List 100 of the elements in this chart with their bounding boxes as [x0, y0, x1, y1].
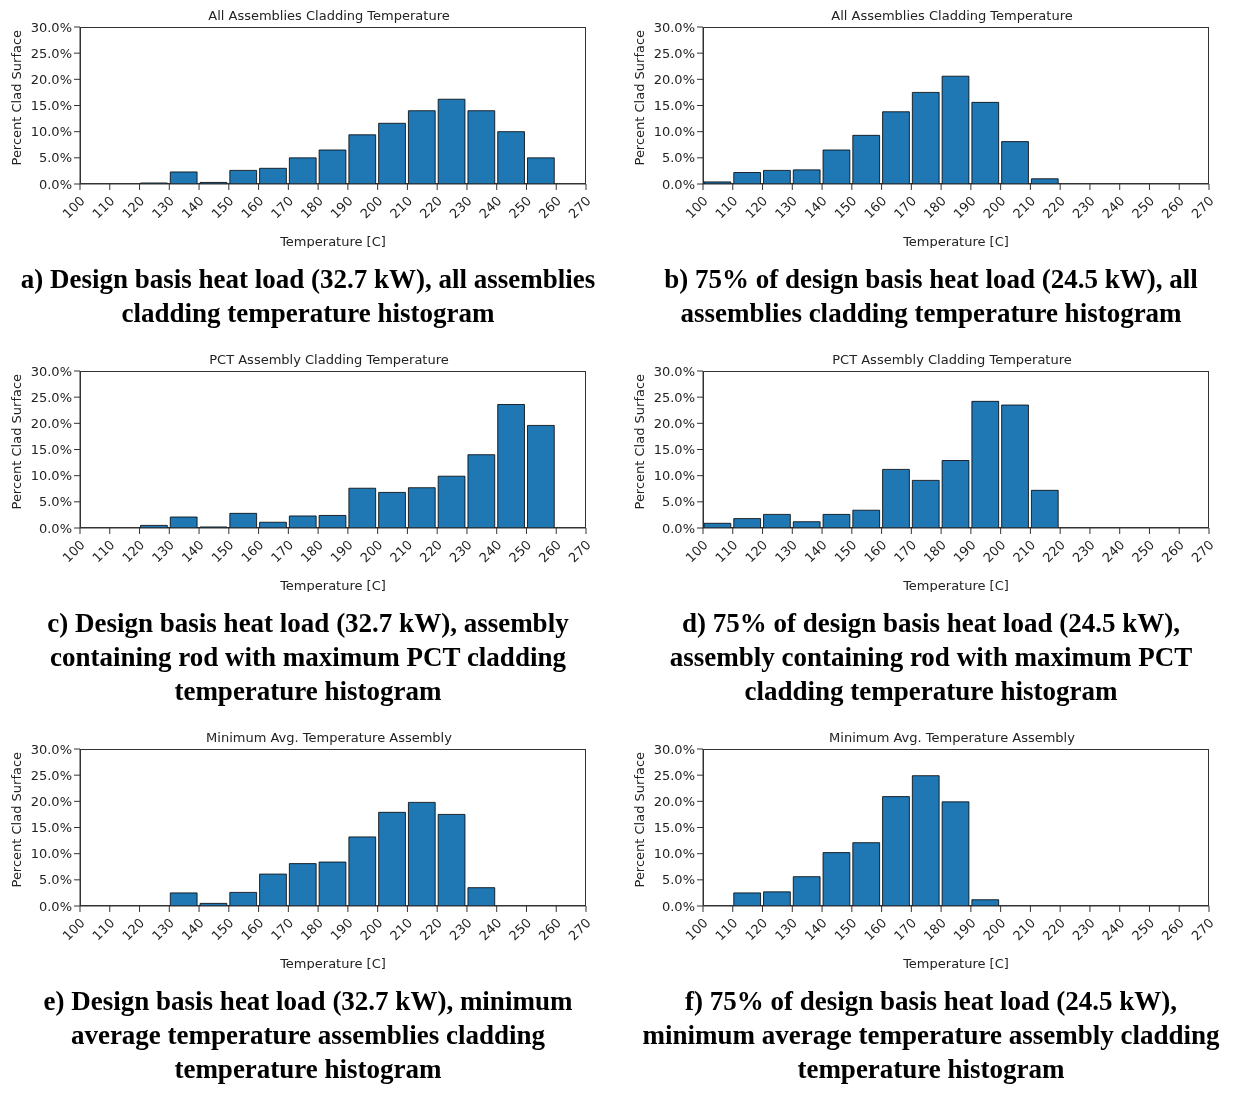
y-tick-label: 0.0%	[661, 176, 695, 192]
x-tick-label: 270	[1188, 193, 1217, 222]
chart-title: All Assemblies Cladding Temperature	[207, 8, 451, 23]
x-tick-label: 110	[89, 537, 118, 566]
x-tick-label: 250	[1129, 915, 1158, 944]
x-tick-label: 240	[476, 537, 505, 566]
x-tick-label: 110	[89, 193, 118, 222]
y-tick-label: 5.0%	[661, 494, 695, 510]
chart-title: Minimum Avg. Temperature Assembly	[828, 730, 1076, 745]
x-tick-label: 250	[506, 537, 535, 566]
x-tick-label: 150	[208, 537, 237, 566]
x-tick-label: 200	[980, 915, 1009, 944]
x-tick-label: 190	[327, 193, 356, 222]
x-tick-label: 210	[387, 193, 416, 222]
text: d) 75% of design basis heat load (24.5 kW), assembly containing rod with maximum PCT cladding temperature histogram	[668, 607, 1194, 708]
y-tick-label: 10.0%	[653, 124, 695, 140]
x-tick-label: 220	[416, 537, 445, 566]
y-tick-label: 20.0%	[30, 793, 72, 809]
x-tick-label: 210	[1010, 915, 1039, 944]
x-tick-label: 140	[178, 193, 207, 222]
x-tick-label: 270	[1188, 915, 1217, 944]
x-tick-label: 250	[506, 915, 535, 944]
x-tick-label: 230	[1069, 193, 1098, 222]
x-tick-label: 180	[297, 193, 326, 222]
x-tick-label: 120	[119, 193, 148, 222]
text: b) 75% of design basis heat load (24.5 kW), all assemblies cladding temperature histogram	[663, 263, 1199, 330]
x-tick-label: 140	[178, 915, 207, 944]
y-axis-title: Percent Clad Surface	[631, 751, 647, 888]
x-tick-label: 140	[801, 915, 830, 944]
x-tick-label: 260	[1158, 915, 1188, 944]
x-tick-label: 250	[1129, 193, 1158, 222]
x-tick-label: 210	[387, 537, 416, 566]
text: e) Design basis heat load (32.7 kW), minimum average temperature assemblies cladding temperature histogram	[42, 985, 574, 1086]
x-tick-label: 100	[682, 193, 711, 222]
x-tick-label: 140	[801, 193, 830, 222]
x-tick-label: 100	[59, 915, 88, 944]
y-tick-label: 5.0%	[661, 150, 695, 166]
y-axis-title: Percent Clad Surface	[8, 29, 24, 166]
x-tick-label: 120	[119, 537, 148, 566]
x-tick-label: 180	[297, 915, 326, 944]
y-tick-label: 25.0%	[653, 389, 695, 405]
x-tick-label: 110	[712, 915, 741, 944]
x-tick-label: 270	[1188, 537, 1217, 566]
x-tick-label: 170	[890, 537, 920, 566]
text: c) Design basis heat load (32.7 kW), assembly containing rod with maximum PCT cladding temperature histogram	[46, 607, 570, 708]
x-tick-label: 260	[535, 193, 565, 222]
x-tick-label: 140	[178, 537, 207, 566]
x-tick-label: 200	[980, 193, 1009, 222]
x-tick-label: 160	[238, 193, 267, 222]
x-tick-label: 100	[682, 537, 711, 566]
y-tick-label: 20.0%	[653, 415, 695, 431]
x-tick-label: 230	[1069, 915, 1098, 944]
y-tick-label: 15.0%	[653, 98, 695, 114]
y-tick-label: 5.0%	[661, 872, 695, 888]
x-tick-label: 130	[771, 193, 801, 222]
x-tick-label: 160	[238, 537, 267, 566]
x-tick-label: 120	[742, 193, 771, 222]
x-tick-label: 220	[1039, 537, 1068, 566]
x-tick-label: 120	[742, 537, 771, 566]
x-tick-label: 220	[1039, 915, 1068, 944]
y-tick-label: 25.0%	[30, 45, 72, 61]
x-axis-title: Temperature [C]	[902, 578, 1009, 593]
y-tick-label: 10.0%	[30, 846, 72, 862]
chart-title: PCT Assembly Cladding Temperature	[208, 352, 450, 367]
chart-title: PCT Assembly Cladding Temperature	[831, 352, 1073, 367]
x-tick-label: 240	[476, 193, 505, 222]
x-tick-label: 250	[506, 193, 535, 222]
x-tick-label: 190	[950, 537, 979, 566]
x-tick-label: 260	[1158, 193, 1188, 222]
y-axis-title: Percent Clad Surface	[631, 29, 647, 166]
text: f) 75% of design basis heat load (24.5 kW), minimum average temperature assembly cladding temperature histogram	[641, 985, 1221, 1086]
x-tick-label: 230	[446, 537, 475, 566]
y-tick-label: 0.0%	[38, 520, 72, 536]
x-tick-label: 110	[712, 193, 741, 222]
x-tick-label: 210	[387, 915, 416, 944]
x-tick-label: 190	[327, 537, 356, 566]
chart-title: All Assemblies Cladding Temperature	[830, 8, 1074, 23]
x-tick-label: 260	[535, 915, 565, 944]
x-tick-label: 230	[446, 193, 475, 222]
x-tick-label: 170	[890, 193, 920, 222]
y-tick-label: 5.0%	[38, 494, 72, 510]
x-tick-label: 150	[831, 193, 860, 222]
x-tick-label: 230	[446, 915, 475, 944]
y-tick-label: 15.0%	[653, 442, 695, 458]
x-tick-label: 200	[980, 537, 1009, 566]
y-tick-label: 0.0%	[661, 520, 695, 536]
x-tick-label: 100	[59, 193, 88, 222]
x-tick-label: 190	[950, 915, 979, 944]
y-tick-label: 20.0%	[653, 71, 695, 87]
x-tick-label: 100	[59, 537, 88, 566]
x-tick-label: 130	[771, 915, 801, 944]
x-tick-label: 170	[267, 537, 297, 566]
x-tick-label: 270	[565, 537, 594, 566]
y-tick-label: 25.0%	[30, 767, 72, 783]
y-tick-label: 0.0%	[38, 898, 72, 914]
x-tick-label: 130	[148, 537, 178, 566]
x-tick-label: 100	[682, 915, 711, 944]
y-tick-label: 10.0%	[30, 124, 72, 140]
x-tick-label: 150	[208, 193, 237, 222]
y-tick-label: 5.0%	[38, 150, 72, 166]
